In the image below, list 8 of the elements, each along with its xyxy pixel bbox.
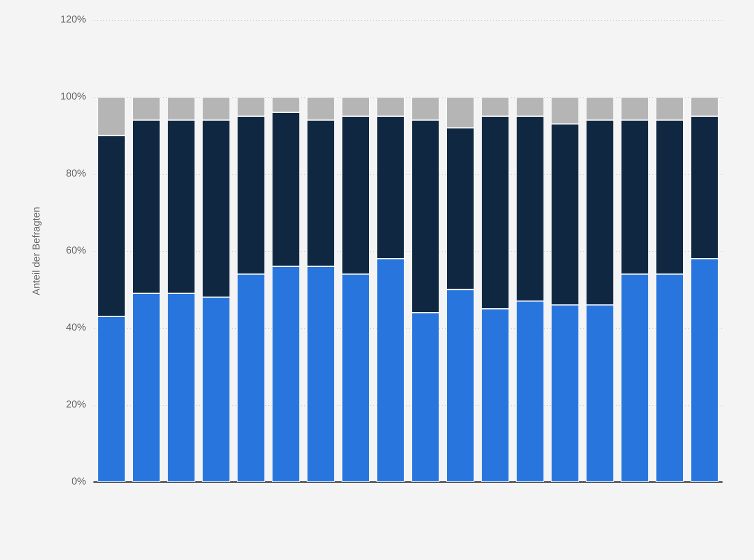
y-tick-label: 20% [66,400,86,410]
y-axis-title: Anteil der Befragten [32,206,42,296]
y-tick-label: 120% [60,14,86,26]
y-tick-label: 60% [66,246,86,256]
y-tick-label: 80% [66,168,86,180]
y-tick-label: 0% [72,476,86,488]
y-tick-label: 40% [66,322,86,334]
y-tick-label: 100% [60,92,86,102]
